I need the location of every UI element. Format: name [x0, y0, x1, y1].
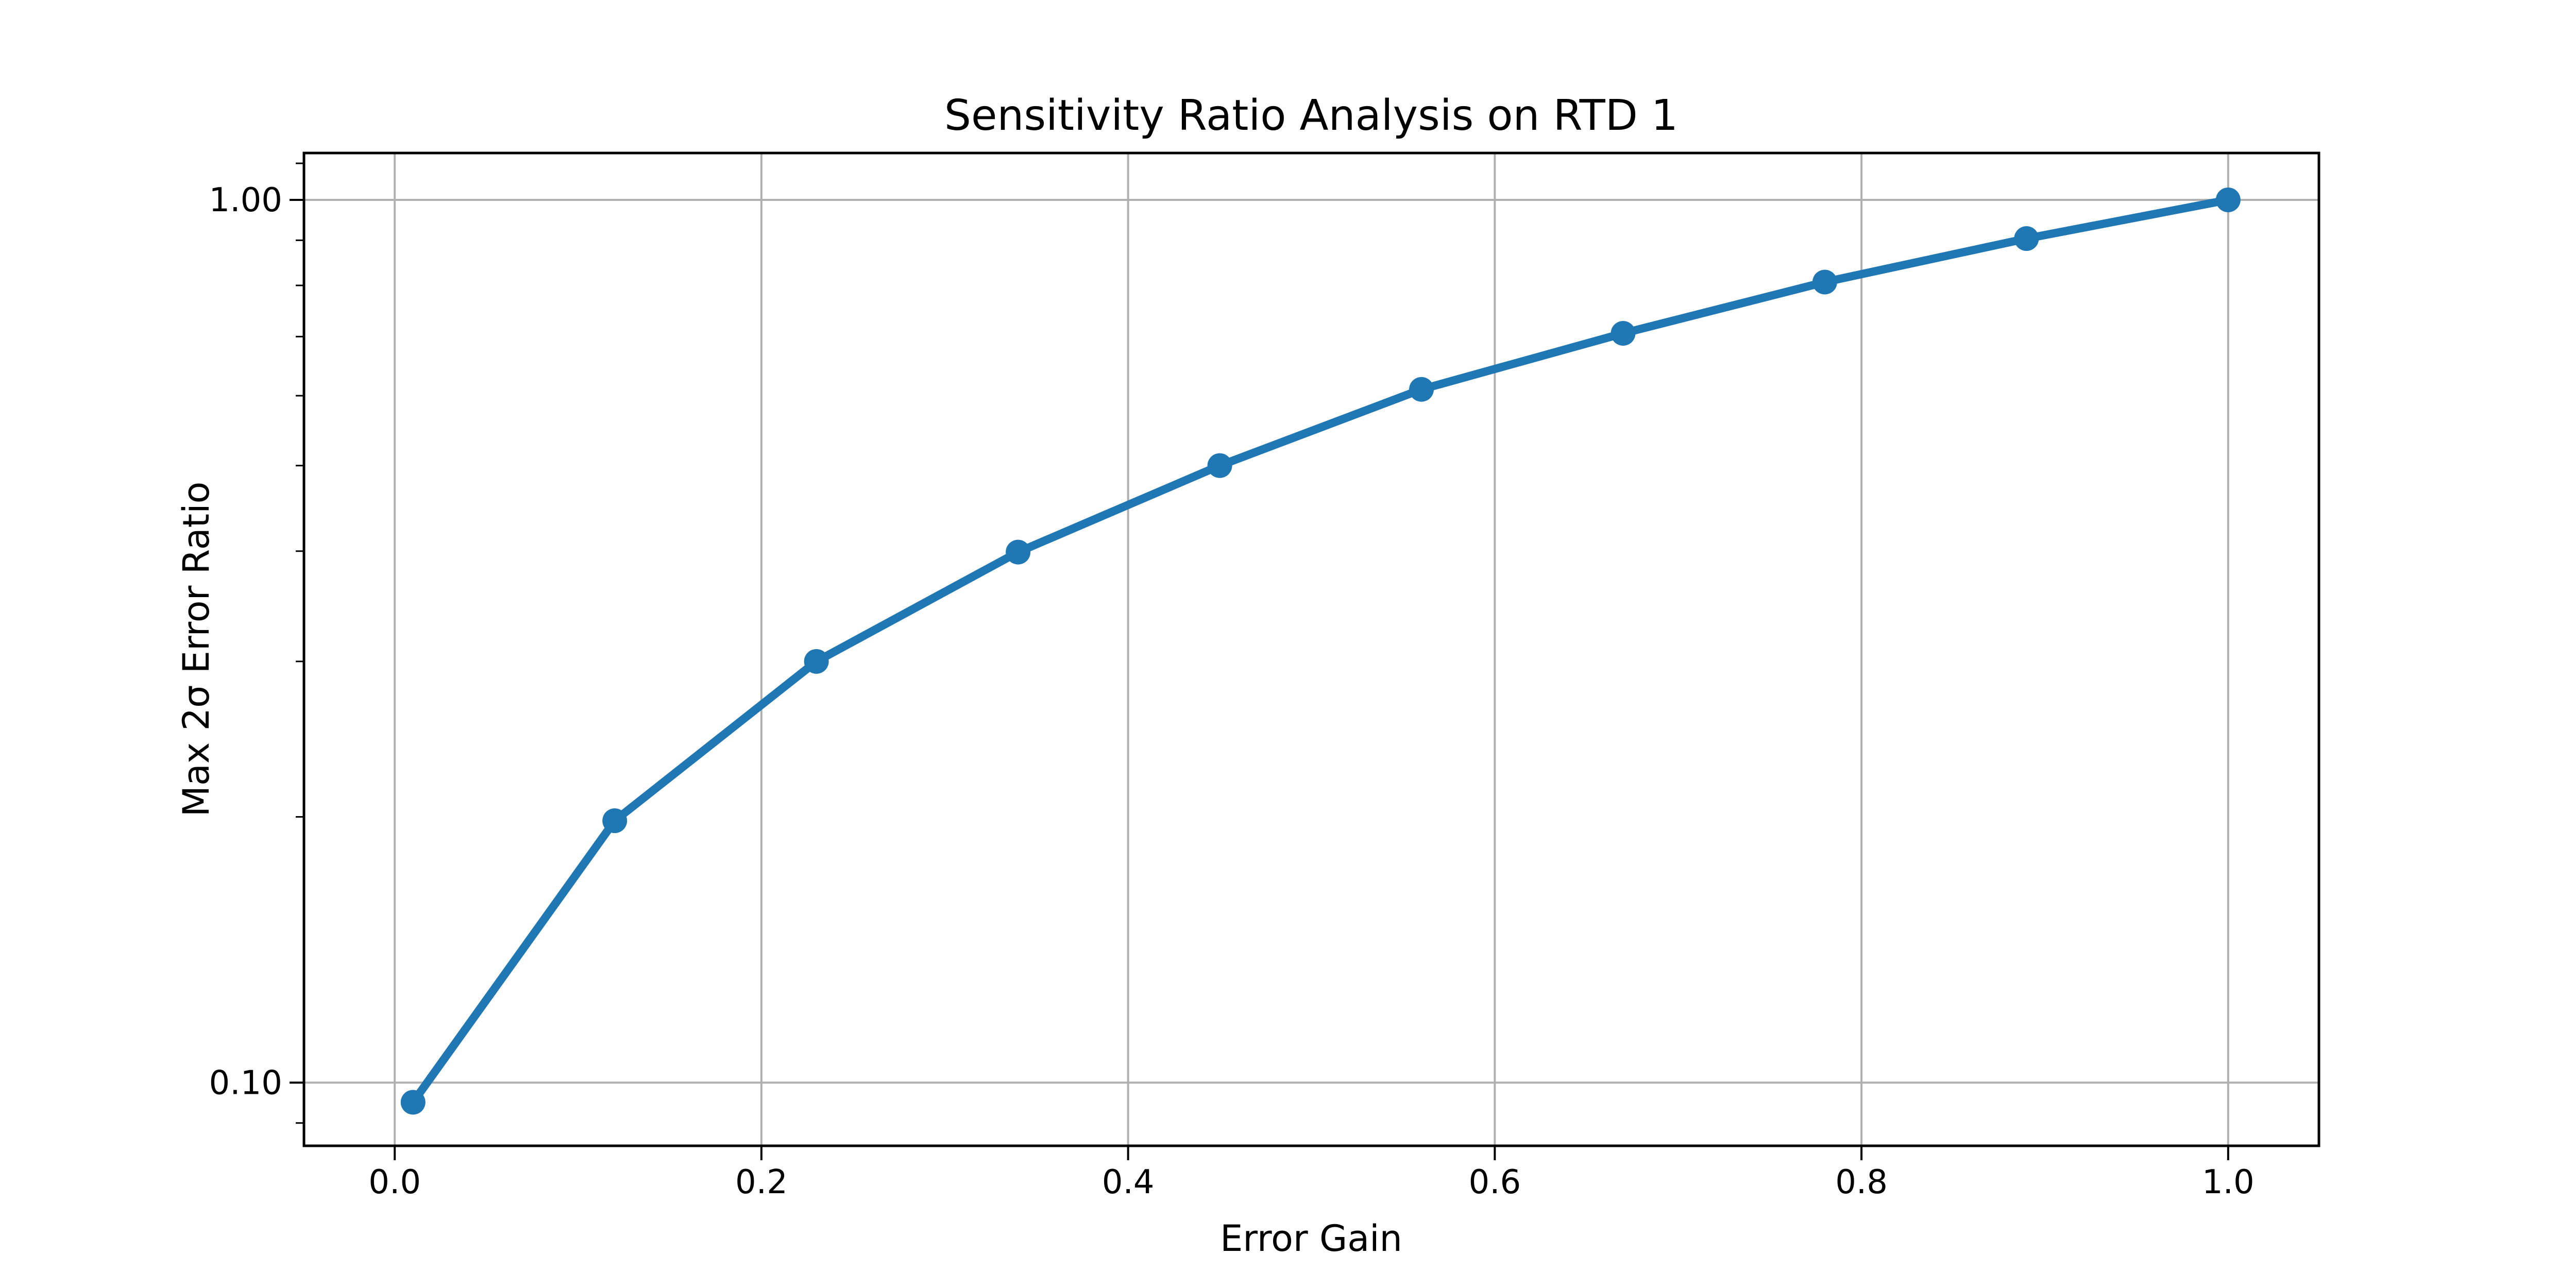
tick-labels: 0.0 0.2 0.4 0.6 0.8 1.0 0.10 1.00	[209, 181, 2255, 1201]
data-point	[1611, 320, 1636, 346]
data-point	[602, 808, 628, 834]
data-point	[2215, 187, 2241, 212]
data-point	[1207, 453, 1232, 478]
plot-border	[302, 151, 2320, 1147]
series-line	[409, 195, 2232, 1107]
x-tick-label: 1.0	[2202, 1163, 2255, 1201]
data-point	[400, 1090, 426, 1115]
data-point	[1812, 269, 1837, 295]
data-point	[1006, 539, 1031, 565]
data-point	[804, 649, 829, 674]
axis-ticks	[290, 162, 2229, 1160]
y-axis-label: Max 2σ Error Ratio	[175, 482, 217, 817]
y-tick-label: 0.10	[209, 1064, 283, 1102]
x-tick-label: 0.0	[368, 1163, 421, 1201]
chart-title: Sensitivity Ratio Analysis on RTD 1	[944, 91, 1678, 140]
y-tick-label: 1.00	[209, 181, 283, 219]
data-series	[400, 187, 2241, 1115]
x-tick-label: 0.4	[1102, 1163, 1155, 1201]
x-tick-label: 0.2	[735, 1163, 788, 1201]
data-point	[1409, 377, 1434, 402]
x-tick-label: 0.8	[1835, 1163, 1888, 1201]
gridlines	[304, 153, 2319, 1146]
data-point	[2014, 226, 2039, 251]
x-axis-label: Error Gain	[1220, 1217, 1402, 1260]
x-tick-label: 0.6	[1468, 1163, 1521, 1201]
